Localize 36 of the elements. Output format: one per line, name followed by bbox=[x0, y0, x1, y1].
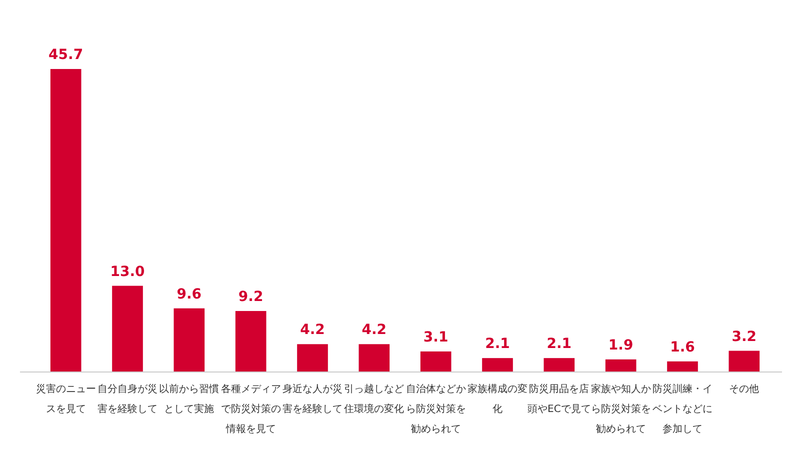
x-tick-label: 防災訓練・イベントなどに参加して bbox=[652, 382, 714, 437]
bar bbox=[358, 344, 390, 372]
data-label: 2.1 bbox=[546, 336, 572, 352]
x-tick-label: 防災用品を店頭やECで見て bbox=[528, 382, 592, 417]
bar bbox=[112, 286, 143, 372]
bar bbox=[605, 359, 636, 372]
x-tick-label: 家族や知人から防災対策を勧められて bbox=[590, 382, 652, 437]
x-tick-label: 家族構成の変化 bbox=[468, 384, 528, 415]
x-tick-label: 自治体などから防災対策を勧められて bbox=[404, 383, 467, 437]
bar bbox=[482, 358, 513, 372]
data-label: 4.2 bbox=[362, 322, 387, 338]
bar bbox=[728, 350, 760, 372]
x-tick-label: 以前から習慣として実施 bbox=[158, 382, 220, 417]
x-tick-label: 身近な人が災害を経験して bbox=[282, 382, 344, 417]
data-label: 2.1 bbox=[485, 336, 510, 352]
bar bbox=[667, 361, 698, 372]
data-label: 9.6 bbox=[176, 286, 202, 302]
x-tick-label: 各種メディアで防災対策の情報を見て bbox=[220, 383, 282, 437]
data-label: 1.6 bbox=[670, 339, 695, 356]
x-tick-label: 引っ越しなど住環境の変化 bbox=[343, 382, 406, 417]
data-label: 3.1 bbox=[423, 329, 448, 346]
data-label: 4.2 bbox=[300, 322, 325, 338]
x-tick-label: その他 bbox=[728, 383, 760, 397]
bar bbox=[544, 358, 575, 372]
data-label: 45.7 bbox=[48, 47, 84, 63]
data-label: 13.0 bbox=[110, 264, 146, 280]
x-tick-label: 自分自身が災害を経験して bbox=[96, 382, 158, 417]
bar bbox=[50, 69, 82, 372]
data-label: 3.2 bbox=[732, 328, 757, 345]
bar bbox=[420, 351, 452, 372]
bar bbox=[297, 344, 328, 372]
data-label: 9.2 bbox=[238, 289, 264, 305]
bar bbox=[174, 308, 205, 372]
x-tick-label: 災害のニュースを見て bbox=[34, 382, 97, 417]
bar bbox=[235, 311, 266, 372]
data-label: 1.9 bbox=[608, 337, 634, 354]
